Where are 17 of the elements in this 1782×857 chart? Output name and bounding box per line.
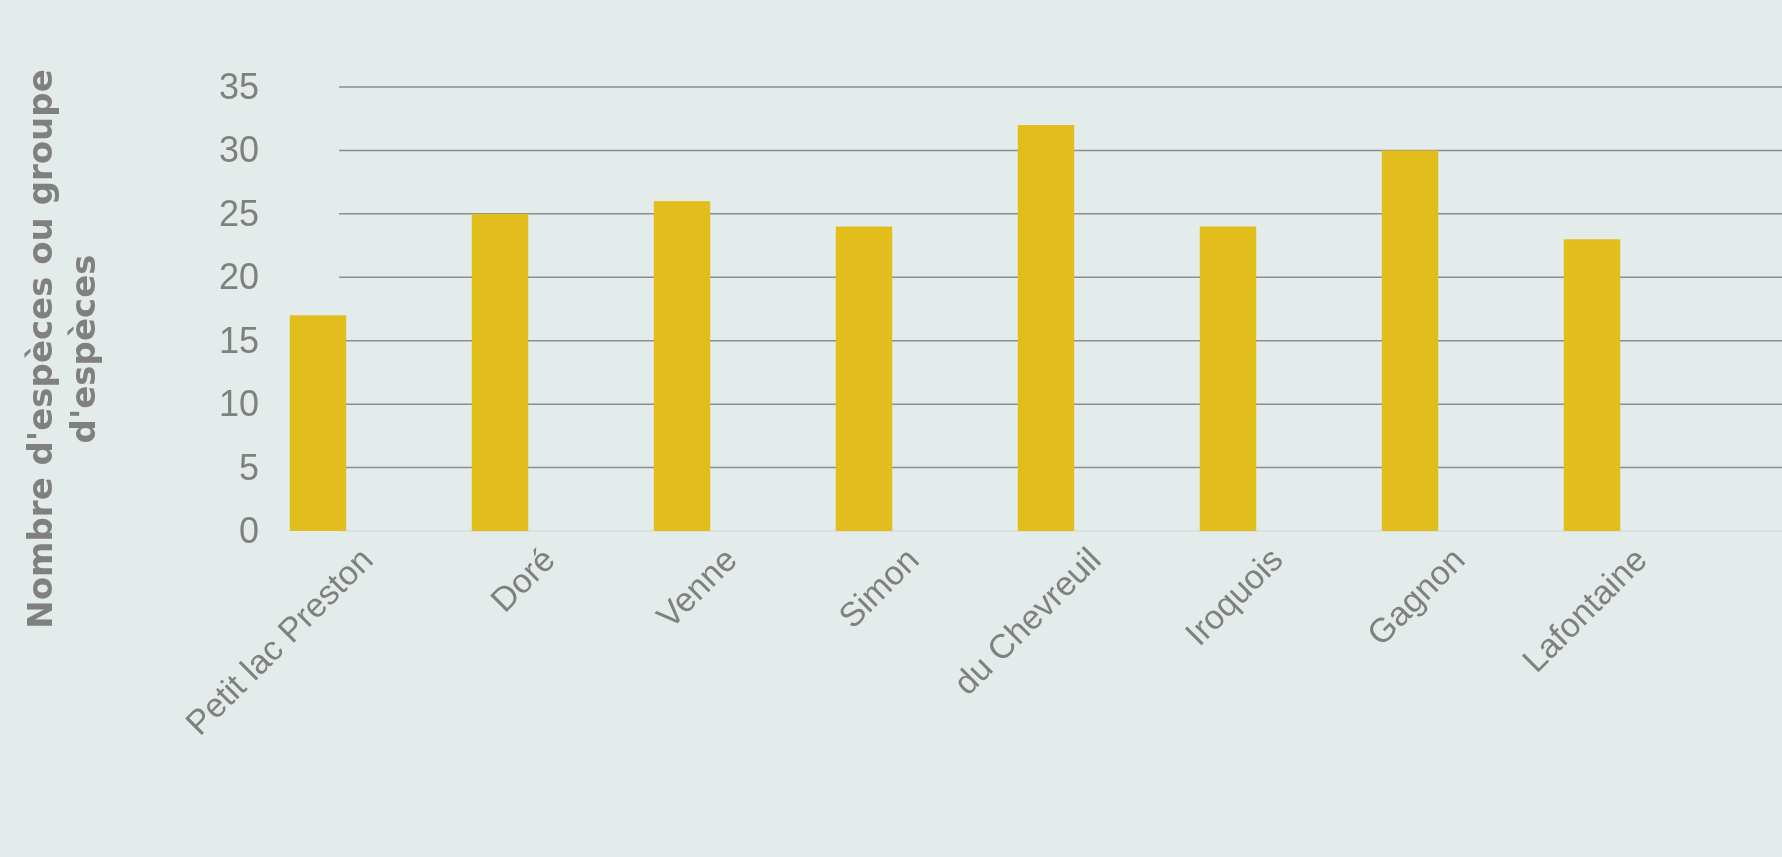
bar [1381,150,1439,531]
bar [1199,226,1257,531]
y-tick-label: 35 [218,66,259,108]
bar [1017,125,1075,531]
bar [653,201,711,531]
y-tick-label: 30 [218,129,259,171]
y-tick-label: 15 [218,319,259,361]
y-tick-label: 0 [238,510,259,552]
bar [1563,239,1621,531]
y-tick-label: 20 [218,256,259,298]
y-tick-label: 10 [218,383,259,425]
bar [289,315,347,531]
bar [835,226,893,531]
y-axis-title: Nombre d'espèces ou groupe d'espèces [20,69,103,629]
y-tick-label: 5 [238,446,259,488]
y-tick-label: 25 [218,192,259,234]
bar [471,213,529,531]
